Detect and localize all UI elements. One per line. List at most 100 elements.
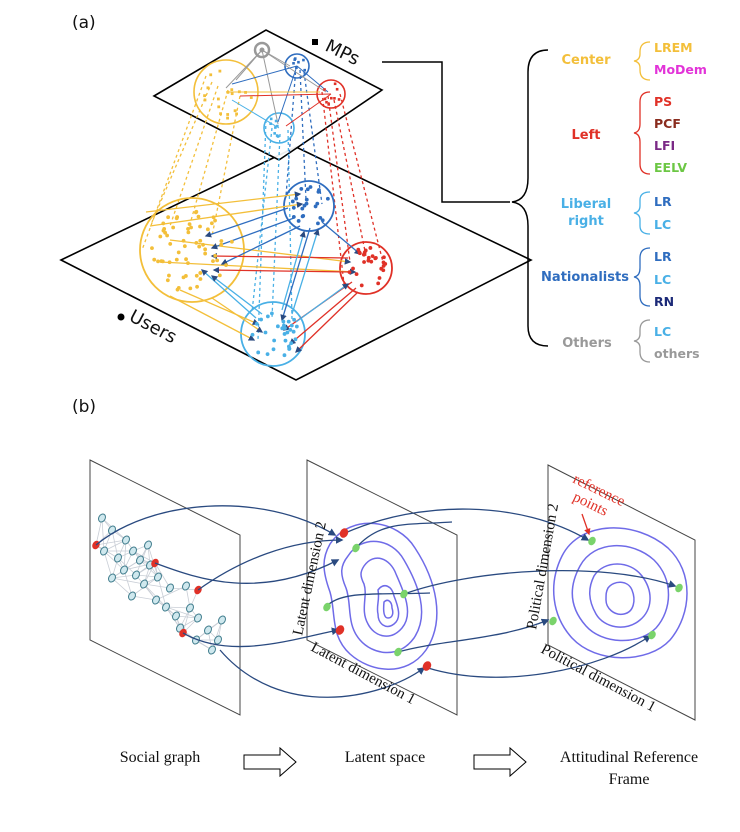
user-dot <box>317 188 321 192</box>
mp-dot <box>209 73 213 77</box>
legend-party-lfi: LFI <box>654 138 675 153</box>
mp-dot <box>203 94 206 98</box>
user-dot <box>250 332 255 337</box>
mapping-arrow <box>154 559 340 584</box>
legend-party-modem: MoDem <box>654 62 707 77</box>
graph-node <box>182 581 190 591</box>
user-dot <box>283 326 287 330</box>
reference-points-arrow <box>581 513 591 536</box>
user-dot <box>203 247 208 252</box>
users-liberal-right-cluster <box>240 301 306 367</box>
user-dot <box>167 273 171 278</box>
mp-dot <box>295 66 298 69</box>
mapping-arrow <box>397 618 550 653</box>
latent-points <box>323 528 432 671</box>
user-dot <box>294 324 299 329</box>
mps-clusters <box>193 41 346 144</box>
graph-edge <box>135 574 157 601</box>
reference-contours <box>552 527 688 659</box>
user-dot <box>174 216 179 221</box>
user-dot <box>186 261 190 266</box>
graph-edge <box>157 576 167 608</box>
user-dot <box>183 274 188 278</box>
user-dot <box>366 255 371 260</box>
user-dot <box>194 273 199 278</box>
user-dot <box>201 242 205 247</box>
user-dot <box>203 251 208 256</box>
users-dots <box>150 185 388 358</box>
mapping-arrow <box>344 508 590 541</box>
user-dot <box>256 350 261 355</box>
mp-dot <box>226 116 229 120</box>
user-dot <box>211 259 215 264</box>
graph-node <box>108 573 116 583</box>
user-dot <box>176 250 181 255</box>
user-dot <box>182 244 187 249</box>
user-dot <box>269 311 274 316</box>
users-center-cluster <box>139 197 245 303</box>
user-dot <box>213 218 217 223</box>
graph-node <box>140 579 148 589</box>
legend-small-braces <box>633 41 651 363</box>
user-dot <box>198 271 203 275</box>
graph-edge <box>101 517 105 552</box>
user-dot <box>166 215 171 220</box>
user-dot <box>198 238 203 243</box>
user-dot <box>163 230 168 235</box>
legend-party-pcf: PCF <box>654 116 681 131</box>
user-dot <box>175 287 180 292</box>
graph-edge <box>111 577 145 585</box>
graph-edge <box>111 574 137 579</box>
user-dot <box>161 221 166 226</box>
user-dot <box>275 324 280 329</box>
user-dot <box>290 199 295 204</box>
user-dot <box>376 281 381 286</box>
user-dot <box>369 259 374 264</box>
mp-dot <box>219 112 222 116</box>
mapping-arrow <box>325 592 431 608</box>
mp-dot <box>274 126 277 129</box>
mp-dot <box>216 97 220 101</box>
user-dot <box>198 277 203 281</box>
user-dot <box>219 239 224 243</box>
latent-contours <box>323 522 438 670</box>
graph-node <box>186 603 194 613</box>
user-dot <box>186 227 190 231</box>
users-legend-marker <box>117 313 125 321</box>
mp-dot <box>230 92 234 96</box>
user-dot <box>370 254 375 259</box>
user-dot <box>383 262 388 266</box>
user-dot <box>286 344 291 349</box>
user-dot <box>301 213 306 218</box>
user-dot <box>302 203 307 208</box>
user-dot <box>368 246 373 250</box>
user-dot <box>213 253 218 258</box>
mp-dot <box>327 103 331 106</box>
user-dot <box>211 215 216 220</box>
user-dot <box>162 226 167 231</box>
mps-dots <box>203 57 341 138</box>
mapping-arrow <box>427 635 652 678</box>
user-dot <box>359 283 364 288</box>
latent-point-red <box>335 625 345 635</box>
mps-nationalists-cluster <box>284 53 310 79</box>
user-dot <box>152 257 157 262</box>
user-dot <box>168 242 173 246</box>
user-dot <box>361 252 366 257</box>
user-dot <box>291 205 296 210</box>
user-dot <box>281 319 286 324</box>
reference-point <box>588 536 596 546</box>
mapping-arrow <box>95 505 337 546</box>
user-dot <box>354 272 359 277</box>
user-dot <box>187 222 192 227</box>
graph-node <box>218 615 226 625</box>
mp-dot <box>244 90 247 94</box>
user-dot <box>289 323 294 328</box>
social-graph-nodes <box>92 513 226 655</box>
user-dot <box>288 327 293 332</box>
legend-party-eelv: EELV <box>654 160 687 175</box>
mp-dot <box>226 90 230 94</box>
graph-edge <box>155 585 187 601</box>
graph-edge <box>143 583 171 589</box>
user-dot <box>382 255 386 260</box>
